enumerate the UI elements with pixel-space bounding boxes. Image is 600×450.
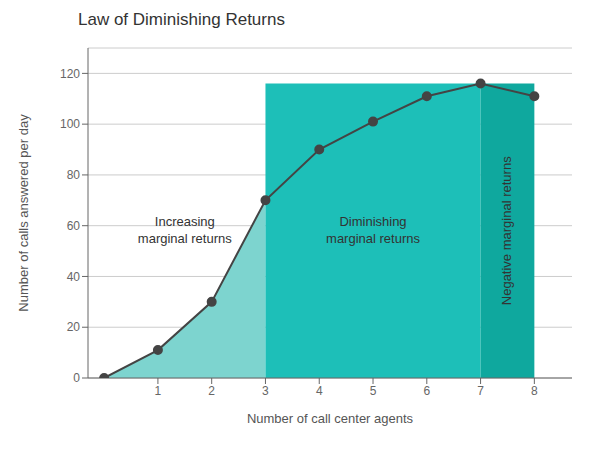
svg-text:Diminishingmarginal returns: Diminishingmarginal returns	[326, 214, 420, 246]
svg-text:8: 8	[531, 384, 538, 398]
svg-text:Negative marginal returns: Negative marginal returns	[499, 156, 514, 305]
svg-text:1: 1	[155, 384, 162, 398]
svg-text:80: 80	[67, 168, 81, 182]
svg-text:3: 3	[262, 384, 269, 398]
svg-text:7: 7	[477, 384, 484, 398]
svg-text:4: 4	[316, 384, 323, 398]
svg-text:2: 2	[208, 384, 215, 398]
svg-text:120: 120	[60, 67, 80, 81]
svg-text:6: 6	[423, 384, 430, 398]
svg-text:60: 60	[67, 219, 81, 233]
svg-text:Number of calls answered per d: Number of calls answered per day	[16, 114, 31, 312]
svg-text:20: 20	[67, 320, 81, 334]
svg-text:Number of call center agents: Number of call center agents	[247, 411, 414, 426]
svg-text:0: 0	[73, 371, 80, 385]
svg-text:Increasingmarginal returns: Increasingmarginal returns	[138, 214, 232, 246]
svg-text:100: 100	[60, 117, 80, 131]
svg-text:40: 40	[67, 270, 81, 284]
html-text:Law of Diminishing Returns: Law of Diminishing Returns	[78, 10, 285, 29]
svg-text:5: 5	[370, 384, 377, 398]
